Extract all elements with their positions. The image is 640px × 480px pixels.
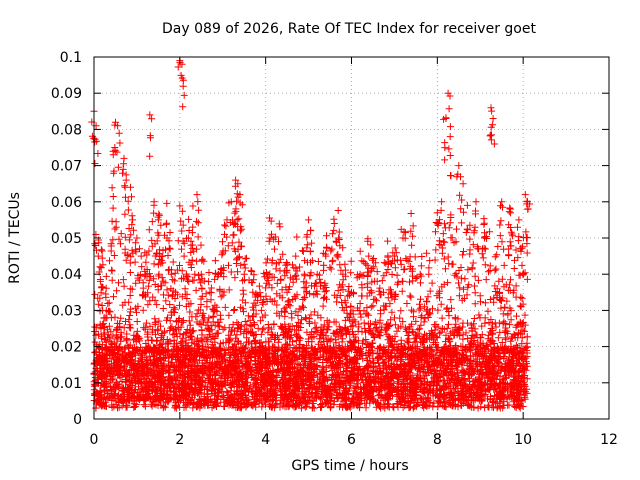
- chart-title: Day 089 of 2026, Rate Of TEC Index for r…: [162, 21, 536, 37]
- x-axis-label: GPS time / hours: [291, 458, 408, 474]
- y-tick-label: 0.07: [51, 159, 82, 175]
- roti-points: [88, 57, 534, 412]
- y-tick-label: 0.04: [51, 267, 82, 283]
- y-tick-label: 0.02: [51, 340, 82, 356]
- y-tick-label: 0.01: [51, 376, 82, 392]
- x-tick-label: 8: [433, 432, 442, 448]
- x-tick-label: 2: [175, 432, 184, 448]
- y-axis-ticks: 0 0.01 0.02 0.03 0.04 0.05 0.06 0.07 0.08 0.09 0.1: [51, 50, 609, 428]
- x-tick-label: 12: [600, 432, 618, 448]
- y-tick-label: 0.09: [51, 86, 82, 102]
- y-tick-label: 0.06: [51, 195, 82, 211]
- y-tick-label: 0.08: [51, 122, 82, 138]
- y-tick-label: 0.1: [60, 50, 82, 66]
- y-tick-label: 0.05: [51, 231, 82, 247]
- x-tick-label: 6: [347, 432, 356, 448]
- data-points: [88, 57, 534, 412]
- y-axis-label: ROTI / TECUs: [7, 192, 23, 284]
- x-tick-label: 0: [90, 432, 99, 448]
- x-tick-label: 10: [514, 432, 532, 448]
- x-tick-label: 4: [261, 432, 270, 448]
- y-tick-label: 0.03: [51, 303, 82, 319]
- y-tick-label: 0: [73, 412, 82, 428]
- x-axis-ticks: 0 2 4 6 8 10 12: [90, 57, 618, 448]
